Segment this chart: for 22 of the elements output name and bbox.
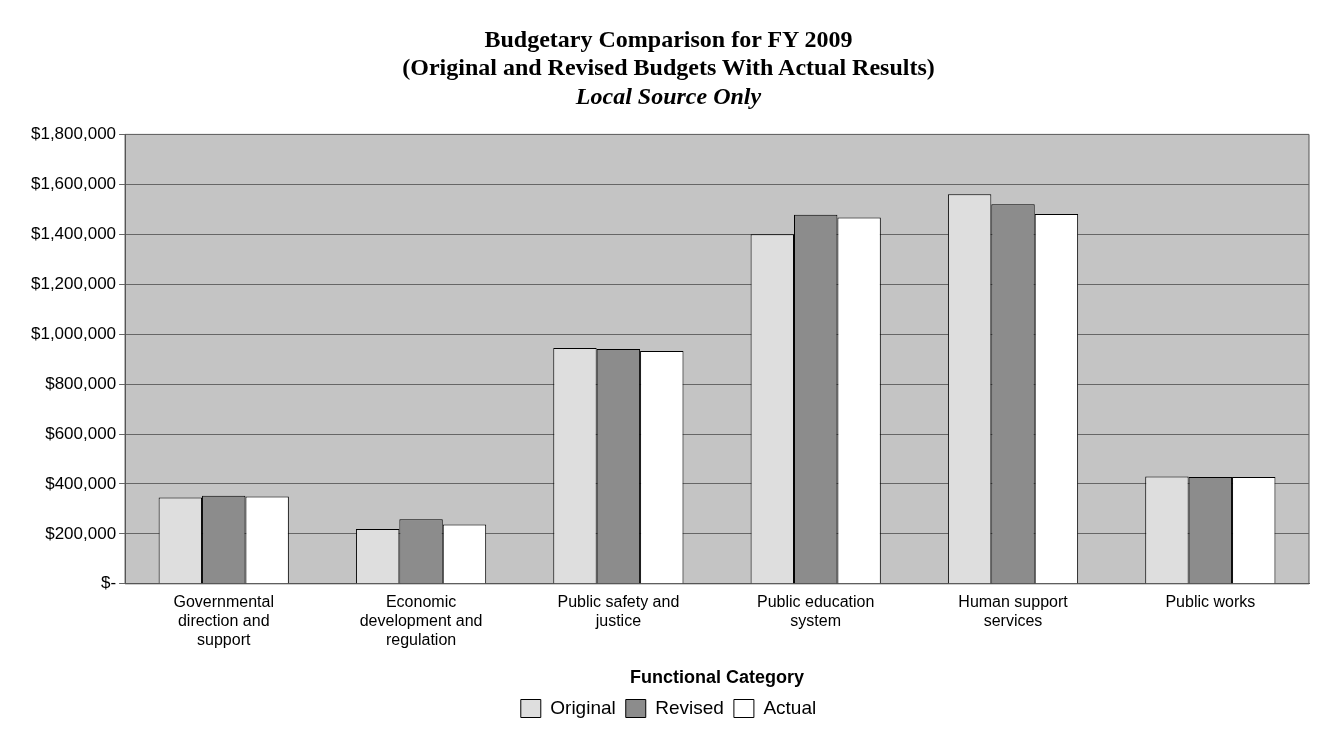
x-tick-label: Public safety and justice [557,592,680,630]
y-tick-label: $1,200,000 [30,273,117,293]
y-tick-label: $200,000 [45,523,117,543]
y-tick-label: $400,000 [45,473,117,493]
y-tick-label: $- [100,573,117,593]
y-tick-label: $1,400,000 [30,223,117,243]
y-tick-label: $800,000 [45,373,117,393]
legend-label: Actual [763,696,817,718]
legend-label: Revised [655,696,724,718]
y-tick-label: $600,000 [45,423,117,443]
x-tick-label: Public works [1165,592,1256,610]
y-tick-label: $1,000,000 [30,323,117,343]
x-tick-label: Economic development and regulation [359,592,483,649]
x-tick-label: Human support services [958,592,1069,630]
chart-title: Budgetary Comparison for FY 2009 (Original and Revised Budgets With Actual Results) [402,25,935,81]
chart-subtitle: Local Source Only [574,83,762,110]
x-tick-label: Governmental direction and support [173,592,274,649]
y-tick-label: $1,800,000 [30,124,117,144]
y-tick-label: $1,600,000 [30,174,117,194]
x-tick-label: Public education system [756,592,875,630]
x-axis-title: Functional Category [630,667,805,688]
legend-label: Original [550,696,616,718]
